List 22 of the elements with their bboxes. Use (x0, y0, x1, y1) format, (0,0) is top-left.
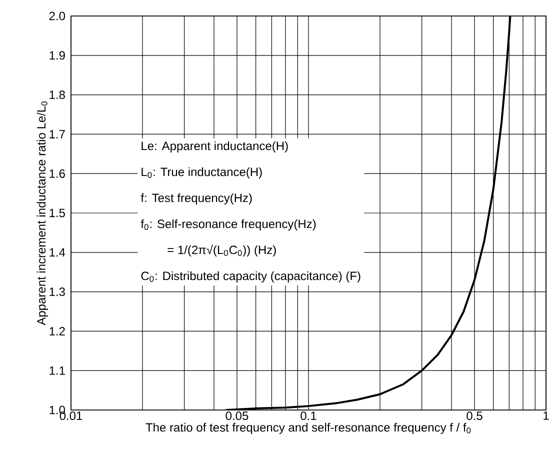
y-tick-label: 1.3 (50, 288, 65, 296)
y-tick-label: 1.8 (50, 90, 65, 100)
x-tick-label: 0.05 (226, 412, 248, 420)
x-axis-title: The ratio of test frequency and self-resonance frequency f / f$_{0}$ (146, 422, 471, 434)
annotation: Le: Apparent inductance(H) (142, 141, 288, 153)
y-tick-label: 1.9 (50, 51, 65, 60)
y-tick-label: 1.5 (50, 208, 65, 218)
y-tick-label: 1.1 (50, 366, 65, 375)
x-tick-label: 0.1 (300, 412, 316, 420)
y-tick-label: 1.7 (50, 130, 65, 138)
y-tick-label: 1.6 (50, 169, 65, 178)
y-tick-label: 1.4 (50, 248, 66, 257)
y-tick-label: 1.2 (50, 327, 65, 336)
y-tick-label: 2.0 (49, 12, 66, 20)
annotation: C$_{0}$: Distributed capacity (capacitance) (F) (141, 271, 360, 283)
y-axis-title: Apparent increment inductance ratio Le/L$_{0}$ (36, 102, 48, 326)
annotation: = 1/(2π√(L$_{0}$C$_{0}$)) (Hz) (168, 244, 276, 257)
annotation: L$_{0}$: True inductance(H) (142, 167, 262, 179)
x-tick-label: 1 (544, 412, 549, 420)
annotation: f$_{0}$: Self-resonance frequency(Hz) (140, 219, 316, 231)
x-tick-label: 0.5 (466, 412, 482, 420)
annotation: f: Test frequency(Hz) (140, 193, 252, 205)
